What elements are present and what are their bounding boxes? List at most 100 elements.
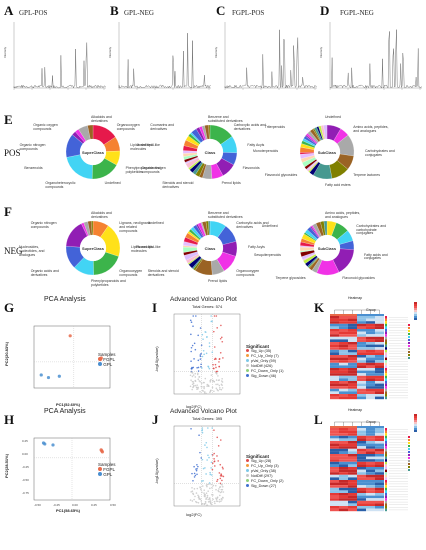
- heatmap-cell: [330, 342, 339, 345]
- heatmap-cell: [375, 368, 384, 371]
- volcano-point: [209, 391, 211, 394]
- donut-label: Organooxygen compounds: [236, 269, 260, 277]
- heatmap-cell: [348, 487, 357, 491]
- heatmap-cell: [339, 480, 348, 483]
- volcano-point: [196, 463, 198, 466]
- donut-label: Carboxylic acids and derivatives: [236, 220, 269, 229]
- volcano-legend-item: FC_Up_Only (3): [246, 464, 284, 469]
- heatmap-scale: [414, 424, 417, 426]
- volcano-point: [219, 477, 222, 480]
- volcano-legend-item: FC_Down_Only (1): [246, 369, 284, 374]
- heatmap-cell: [348, 459, 357, 462]
- volcano-point: [189, 319, 192, 322]
- volcano-point: [190, 350, 192, 353]
- legend-dot: [246, 464, 249, 467]
- heatmap-class-bar: [385, 318, 387, 322]
- volcano-point: [200, 352, 202, 355]
- volcano-point: [214, 465, 216, 467]
- pca-point-gpl: [51, 443, 55, 447]
- legend-dot: [246, 459, 249, 462]
- heatmap-class-bar: [385, 394, 387, 397]
- volcano-point: [212, 498, 214, 501]
- volcano-point: [216, 370, 219, 373]
- heatmap-cell: [330, 321, 339, 324]
- heatmap-cell: [357, 506, 366, 509]
- heatmap-cell: [339, 448, 348, 452]
- heatmap-class-bar: [385, 381, 387, 384]
- volcano-point: [218, 384, 221, 387]
- volcano-point: [221, 488, 224, 491]
- heatmap-cell: [375, 388, 384, 392]
- volcano-point: [196, 386, 198, 389]
- volcano-point: [212, 379, 214, 382]
- heatmap-cell: [375, 316, 384, 319]
- volcano-point: [200, 457, 203, 459]
- heatmap-cell: [375, 360, 384, 363]
- volcano-point: [207, 490, 209, 492]
- volcano-point: [218, 358, 221, 360]
- heatmap-cell: [339, 347, 348, 350]
- volcano-point: [193, 476, 196, 478]
- volcano-point: [209, 473, 212, 476]
- volcano-point: [206, 446, 208, 449]
- heatmap-scale: [414, 316, 417, 318]
- volcano-point: [211, 454, 214, 456]
- heatmap-scale: [414, 310, 417, 312]
- volcano-point: [202, 479, 204, 482]
- heatmap-legend-swatch: [408, 457, 410, 459]
- volcano-point: [199, 486, 201, 488]
- heatmap-cell: [330, 482, 339, 486]
- volcano-point: [201, 355, 204, 358]
- volcano-point: [198, 380, 201, 382]
- donut-center-f3: SubClass: [314, 235, 340, 261]
- heatmap-cell: [366, 448, 375, 452]
- volcano-point: [219, 491, 222, 494]
- heatmap-cell: [348, 383, 357, 387]
- heatmap-cell: [339, 375, 348, 379]
- heatmap-cell: [375, 428, 384, 431]
- heatmap-cell: [339, 508, 348, 512]
- heatmap-cell: [357, 357, 366, 361]
- heatmap-scale: [414, 430, 417, 432]
- heatmap-cell: [348, 506, 357, 509]
- heatmap-class-bar: [385, 326, 387, 329]
- heatmap-cell: [375, 378, 384, 381]
- heatmap-cell: [339, 321, 348, 324]
- volcano-point: [203, 392, 206, 394]
- heatmap-cell: [357, 375, 366, 379]
- volcano-point: [204, 502, 207, 504]
- heatmap-cell: [357, 428, 366, 431]
- volcano-point: [213, 458, 215, 460]
- heatmap-cell: [330, 487, 339, 491]
- volcano-point: [210, 503, 213, 506]
- panel-letter-f: F: [4, 204, 12, 219]
- heatmap-class-bar: [385, 477, 387, 480]
- volcano-point: [191, 372, 194, 374]
- heatmap-legend-swatch: [408, 460, 410, 462]
- volcano-point: [217, 460, 220, 462]
- heatmap-cell: [330, 448, 339, 452]
- heatmap-cell: [339, 336, 348, 340]
- volcano-j-title: Advanced Volcano Plot: [170, 408, 237, 415]
- volcano-point: [201, 491, 203, 494]
- heatmap-cell: [357, 339, 366, 342]
- volcano-point: [209, 381, 212, 383]
- heatmap-cell: [366, 469, 375, 473]
- volcano-point: [217, 445, 220, 447]
- donut-label: Lignans, neolignans and related compound…: [119, 220, 151, 233]
- heatmap-cell: [366, 360, 375, 363]
- volcano-point: [208, 456, 210, 459]
- volcano-point: [190, 427, 192, 430]
- panel-letter-c: C: [216, 3, 226, 18]
- donut-label: Organic nitrogen compounds: [30, 220, 57, 229]
- heatmap-cell: [348, 428, 357, 431]
- heatmap-cell: [366, 490, 375, 493]
- spectrum-title-c: FGPL-POS: [232, 9, 265, 17]
- heatmap-cell: [375, 373, 384, 376]
- donut-label: Organic acids and derivatives: [30, 269, 59, 277]
- heatmap-class-bar: [385, 316, 387, 319]
- heatmap-cell: [330, 339, 339, 342]
- heatmap-cell: [366, 342, 375, 345]
- donut-label: Flavonoid glycosides: [264, 173, 298, 178]
- heatmap-cell: [330, 433, 339, 436]
